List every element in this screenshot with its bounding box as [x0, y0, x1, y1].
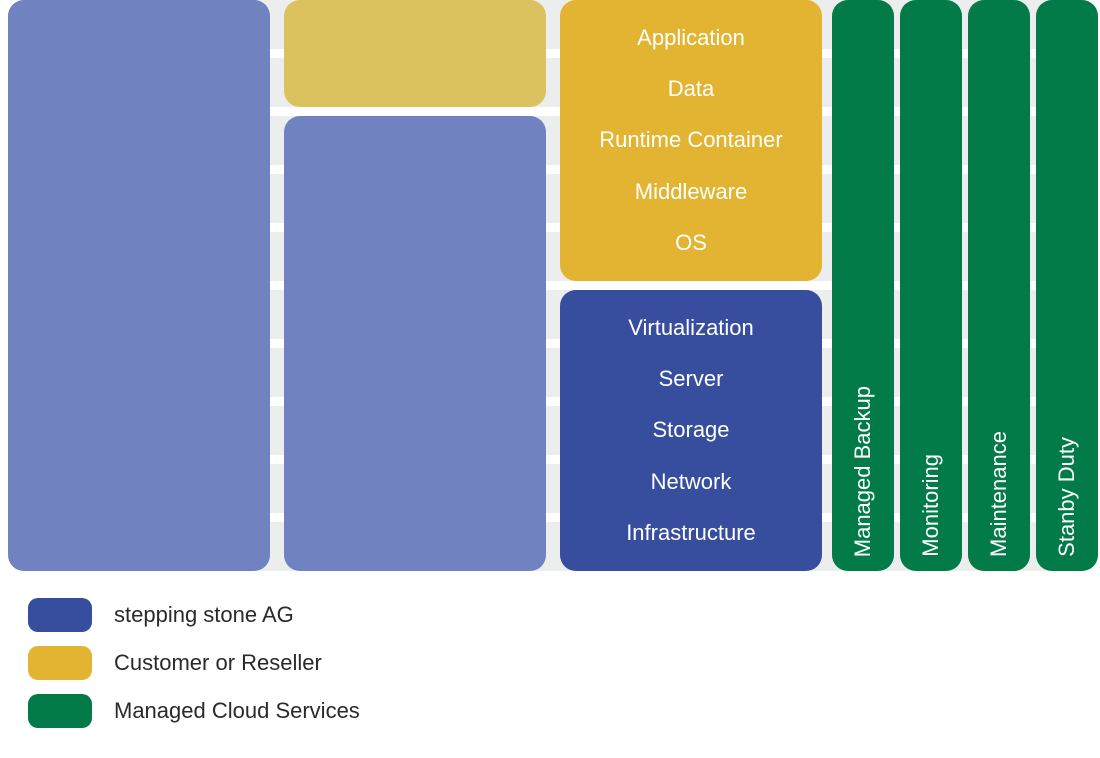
layer-label: Application — [637, 25, 745, 51]
managed-service-label: Monitoring — [918, 440, 944, 571]
legend-item: stepping stone AG — [28, 598, 1100, 632]
layer-label: Data — [668, 76, 714, 102]
layer-label: Server — [659, 366, 724, 392]
stack-segment: Virtualization Server Storage Network Infras… — [560, 290, 822, 571]
legend-label: Customer or Reseller — [114, 650, 322, 676]
legend-swatch — [28, 598, 92, 632]
service-model-diagram: Application Data Runtime Container Middlewa… — [0, 0, 1100, 580]
managed-service-column: Maintenance — [968, 0, 1030, 571]
legend-swatch — [28, 694, 92, 728]
managed-service-label: Stanby Duty — [1054, 423, 1080, 571]
stack-segment — [284, 116, 546, 571]
legend-label: Managed Cloud Services — [114, 698, 360, 724]
layer-label: Runtime Container — [599, 127, 782, 153]
legend-label: stepping stone AG — [114, 602, 294, 628]
managed-service-label: Managed Backup — [850, 372, 876, 571]
managed-service-column: Stanby Duty — [1036, 0, 1098, 571]
column — [284, 0, 546, 580]
layer-label: Virtualization — [628, 315, 754, 341]
layer-label: Middleware — [635, 179, 748, 205]
legend: stepping stone AG Customer or Reseller M… — [0, 580, 1100, 728]
stack-segment — [8, 0, 270, 571]
column — [8, 0, 270, 580]
layer-label: Network — [651, 469, 732, 495]
stack-segment: Application Data Runtime Container Middlewa… — [560, 0, 822, 281]
column: Application Data Runtime Container Middlewa… — [560, 0, 822, 580]
legend-item: Managed Cloud Services — [28, 694, 1100, 728]
managed-service-label: Maintenance — [986, 417, 1012, 571]
legend-item: Customer or Reseller — [28, 646, 1100, 680]
legend-swatch — [28, 646, 92, 680]
stack-segment — [284, 0, 546, 107]
layer-label: OS — [675, 230, 707, 256]
layer-label: Infrastructure — [626, 520, 756, 546]
managed-service-column: Monitoring — [900, 0, 962, 571]
managed-service-column: Managed Backup — [832, 0, 894, 571]
layer-label: Storage — [652, 417, 729, 443]
